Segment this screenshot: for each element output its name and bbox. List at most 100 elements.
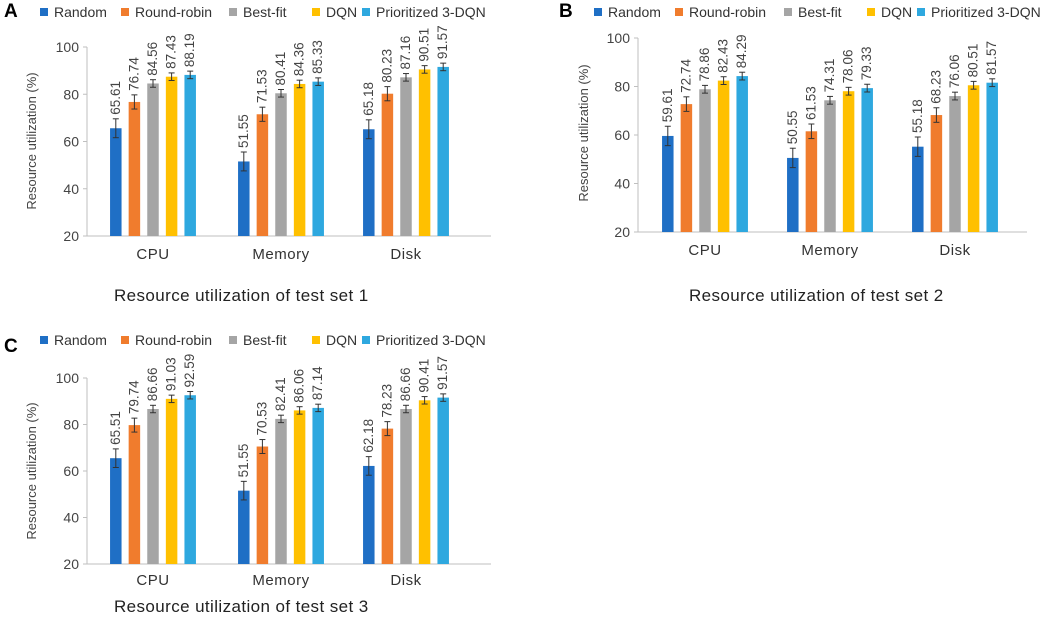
legend-swatch bbox=[594, 8, 602, 16]
data-label: 84.56 bbox=[145, 42, 160, 76]
bar-best-fit-memory bbox=[824, 100, 836, 232]
error-bar bbox=[440, 62, 447, 72]
data-label: 74.31 bbox=[822, 59, 837, 93]
bar-dqn-cpu bbox=[717, 80, 730, 233]
x-tick-label: CPU bbox=[688, 242, 721, 259]
y-tick-label: 80 bbox=[63, 417, 79, 433]
chart-panel-c: C Random Round-robin Best-fit DQN Prioritized… bbox=[4, 332, 491, 616]
error-bar bbox=[789, 147, 796, 169]
data-label: 50.55 bbox=[785, 110, 800, 144]
legend-label: Prioritized 3-DQN bbox=[376, 4, 486, 20]
bar-round-robin-disk bbox=[930, 115, 943, 232]
data-label: 85.33 bbox=[310, 40, 325, 74]
bar-dqn-disk bbox=[967, 85, 980, 233]
legend-swatch bbox=[229, 8, 237, 16]
chart-panel-b: B Random Round-robin Best-fit DQN Prioritized… bbox=[559, 1, 1041, 305]
error-bar bbox=[278, 89, 284, 98]
bar-round-robin-memory bbox=[256, 446, 269, 564]
bar-round-robin-cpu bbox=[128, 425, 141, 564]
y-tick-label: 40 bbox=[614, 176, 630, 192]
data-label: 80.41 bbox=[273, 52, 288, 86]
data-label: 87.43 bbox=[164, 35, 179, 69]
bar-random-cpu bbox=[110, 128, 122, 236]
x-tick-label: Memory bbox=[252, 572, 309, 589]
error-bar bbox=[168, 72, 175, 81]
data-label: 86.06 bbox=[292, 369, 307, 403]
data-label: 78.23 bbox=[379, 384, 394, 418]
y-tick-label: 40 bbox=[63, 181, 79, 197]
error-bar bbox=[131, 94, 138, 110]
legend-label: Round-robin bbox=[135, 4, 212, 20]
legend-swatch bbox=[867, 8, 875, 16]
data-label: 90.41 bbox=[417, 359, 432, 393]
legend-swatch bbox=[40, 8, 48, 16]
legend-label: Best-fit bbox=[243, 332, 287, 348]
data-label: 65.51 bbox=[108, 411, 123, 445]
y-tick-label: 20 bbox=[63, 228, 79, 244]
x-tick-label: Disk bbox=[390, 246, 421, 263]
data-label: 91.57 bbox=[435, 356, 450, 390]
data-label: 55.18 bbox=[910, 99, 925, 133]
data-label: 80.23 bbox=[379, 49, 394, 83]
bar-prioritized-3-dqn-disk bbox=[986, 82, 998, 232]
bar-random-cpu bbox=[110, 458, 122, 564]
data-label: 79.33 bbox=[859, 46, 874, 80]
error-bar bbox=[421, 65, 428, 74]
error-bar bbox=[683, 96, 690, 112]
y-tick-label: 40 bbox=[63, 510, 79, 526]
bar-dqn-cpu bbox=[165, 76, 178, 236]
error-bar bbox=[112, 118, 119, 139]
data-label: 86.66 bbox=[398, 367, 413, 401]
x-tick-label: CPU bbox=[136, 246, 169, 263]
y-tick-label: 60 bbox=[63, 134, 79, 150]
y-axis-label: Resource utilization (%) bbox=[576, 64, 591, 201]
data-label: 62.18 bbox=[361, 419, 376, 453]
error-bar bbox=[296, 79, 303, 89]
bar-dqn-disk bbox=[418, 400, 431, 564]
legend-swatch bbox=[917, 8, 925, 16]
y-tick-label: 20 bbox=[614, 224, 630, 240]
bar-dqn-memory bbox=[842, 91, 855, 232]
x-tick-label: Disk bbox=[939, 242, 970, 259]
legend-swatch bbox=[121, 8, 129, 16]
bar-prioritized-3-dqn-cpu bbox=[184, 395, 196, 564]
data-label: 65.61 bbox=[108, 81, 123, 115]
bar-best-fit-cpu bbox=[699, 89, 711, 233]
data-label: 76.06 bbox=[947, 54, 962, 88]
legend-label: DQN bbox=[326, 332, 357, 348]
error-bar bbox=[278, 414, 284, 424]
bar-round-robin-cpu bbox=[680, 104, 693, 232]
error-bar bbox=[296, 406, 303, 415]
bar-prioritized-3-dqn-disk bbox=[437, 66, 449, 236]
data-label: 78.86 bbox=[697, 48, 712, 82]
bar-random-memory bbox=[238, 490, 250, 564]
panel-letter: C bbox=[4, 336, 18, 357]
error-bar bbox=[384, 421, 391, 437]
error-bar bbox=[259, 439, 266, 454]
error-bar bbox=[315, 403, 322, 413]
y-tick-label: 100 bbox=[607, 30, 631, 46]
y-tick-label: 100 bbox=[56, 39, 80, 55]
legend-swatch bbox=[121, 336, 129, 344]
bar-random-disk bbox=[363, 129, 375, 236]
data-label: 71.53 bbox=[254, 69, 269, 103]
bar-prioritized-3-dqn-disk bbox=[437, 397, 449, 564]
data-label: 78.06 bbox=[841, 50, 856, 84]
error-bar bbox=[150, 404, 156, 414]
error-bar bbox=[864, 83, 871, 93]
bar-prioritized-3-dqn-cpu bbox=[736, 76, 748, 233]
error-bar bbox=[808, 123, 815, 140]
bar-best-fit-memory bbox=[275, 418, 287, 564]
error-bar bbox=[403, 73, 409, 82]
data-label: 87.16 bbox=[398, 36, 413, 70]
error-bar bbox=[739, 71, 746, 81]
error-bar bbox=[827, 95, 833, 105]
error-bar bbox=[403, 404, 409, 414]
bar-random-disk bbox=[363, 465, 375, 564]
error-bar bbox=[845, 86, 852, 96]
data-label: 87.14 bbox=[310, 366, 325, 400]
data-label: 82.41 bbox=[273, 377, 288, 411]
bar-best-fit-disk bbox=[400, 77, 412, 236]
bar-prioritized-3-dqn-memory bbox=[861, 88, 873, 232]
error-bar bbox=[440, 393, 447, 402]
